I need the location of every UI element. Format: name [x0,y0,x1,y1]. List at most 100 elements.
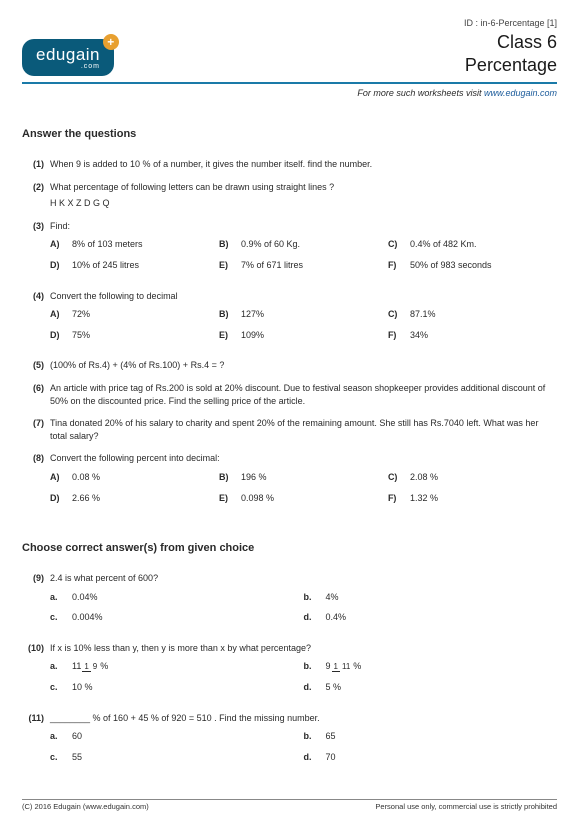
question-10: (10) If x is 10% less than y, then y is … [22,642,557,702]
opt-text: 11 19 % [72,660,108,673]
q-num: (6) [22,382,50,407]
opt-label: c. [50,681,72,694]
opt-text: 65 [326,730,336,743]
opt-text: 34% [410,329,428,342]
logo-dotcom: .com [36,63,100,70]
question-7: (7) Tina donated 20% of his salary to ch… [22,417,557,442]
opt-label: F) [388,492,410,505]
opt-text: 2.08 % [410,471,438,484]
opt-label: A) [50,471,72,484]
q-text: ________ % of 160 + 45 % of 920 = 510 . … [50,712,557,725]
opt-label: b. [304,591,326,604]
question-4: (4) Convert the following to decimal A)7… [22,290,557,350]
opt-text: 7% of 671 litres [241,259,303,272]
opt-label: F) [388,259,410,272]
logo-text: edugain [36,45,100,64]
opt-label: E) [219,329,241,342]
q-num: (9) [22,572,50,632]
opt-label: a. [50,730,72,743]
footer: (C) 2016 Edugain (www.edugain.com) Perso… [22,799,557,811]
opt-text: 0.04% [72,591,98,604]
site-link[interactable]: www.edugain.com [484,88,557,98]
opt-label: A) [50,238,72,251]
opt-label: c. [50,611,72,624]
opt-label: d. [304,611,326,624]
opt-label: c. [50,751,72,764]
opt-label: B) [219,471,241,484]
q-text: An article with price tag of Rs.200 is s… [50,382,557,407]
q-text: Tina donated 20% of his salary to charit… [50,417,557,442]
q-text: 2.4 is what percent of 600? [50,572,557,585]
q-text: Convert the following to decimal [50,290,557,303]
question-5: (5) (100% of Rs.4) + (4% of Rs.100) + Rs… [22,359,557,372]
q-num: (8) [22,452,50,512]
question-8: (8) Convert the following percent into d… [22,452,557,512]
opt-text: 0.4% [326,611,347,624]
q-text: Find: [50,220,557,233]
q-text: When 9 is added to 10 % of a number, it … [50,158,557,171]
q-num: (5) [22,359,50,372]
opt-text: 127% [241,308,264,321]
opt-text: 1.32 % [410,492,438,505]
q-num: (11) [22,712,50,772]
opt-label: C) [388,238,410,251]
plus-icon: + [103,34,119,50]
q-text: Convert the following percent into decim… [50,452,557,465]
sub-header-text: For more such worksheets visit [357,88,484,98]
question-9: (9) 2.4 is what percent of 600? a.0.04% … [22,572,557,632]
question-11: (11) ________ % of 160 + 45 % of 920 = 5… [22,712,557,772]
opt-text: 55 [72,751,82,764]
opt-label: C) [388,471,410,484]
q-text: What percentage of following letters can… [50,181,557,194]
opt-label: d. [304,681,326,694]
opt-label: F) [388,329,410,342]
opt-text: 75% [72,329,90,342]
topic-title: Percentage [465,55,557,76]
q-num: (7) [22,417,50,442]
footer-right: Personal use only, commercial use is str… [375,802,557,811]
opt-text: 0.098 % [241,492,274,505]
opt-text: 50% of 983 seconds [410,259,492,272]
opt-label: a. [50,660,72,673]
question-1: (1) When 9 is added to 10 % of a number,… [22,158,557,171]
opt-label: B) [219,308,241,321]
doc-id: ID : in-6-Percentage [1] [22,18,557,28]
opt-label: D) [50,492,72,505]
opt-text: 0.9% of 60 Kg. [241,238,300,251]
opt-text: 9 111 % [326,660,362,673]
header: edugain .com + Class 6 Percentage [22,32,557,76]
q-num: (2) [22,181,50,210]
section-answer-title: Answer the questions [22,128,557,140]
q-text-line2: H K X Z D G Q [50,197,557,210]
opt-label: D) [50,259,72,272]
opt-label: B) [219,238,241,251]
opt-text: 72% [72,308,90,321]
opt-label: b. [304,730,326,743]
q-num: (3) [22,220,50,280]
opt-text: 5 % [326,681,342,694]
opt-text: 10 % [72,681,93,694]
opt-label: E) [219,259,241,272]
footer-left: (C) 2016 Edugain (www.edugain.com) [22,802,149,811]
opt-text: 70 [326,751,336,764]
opt-label: a. [50,591,72,604]
q-text: If x is 10% less than y, then y is more … [50,642,557,655]
opt-label: b. [304,660,326,673]
question-6: (6) An article with price tag of Rs.200 … [22,382,557,407]
opt-text: 87.1% [410,308,436,321]
q-num: (1) [22,158,50,171]
q-num: (10) [22,642,50,702]
opt-text: 0.004% [72,611,103,624]
opt-label: d. [304,751,326,764]
opt-label: C) [388,308,410,321]
opt-text: 0.08 % [72,471,100,484]
question-2: (2) What percentage of following letters… [22,181,557,210]
class-title: Class 6 [465,32,557,53]
sub-header: For more such worksheets visit www.eduga… [22,88,557,98]
opt-text: 109% [241,329,264,342]
section-choose-title: Choose correct answer(s) from given choi… [22,542,557,554]
opt-text: 2.66 % [72,492,100,505]
question-3: (3) Find: A)8% of 103 meters B)0.9% of 6… [22,220,557,280]
q-num: (4) [22,290,50,350]
title-block: Class 6 Percentage [465,32,557,76]
